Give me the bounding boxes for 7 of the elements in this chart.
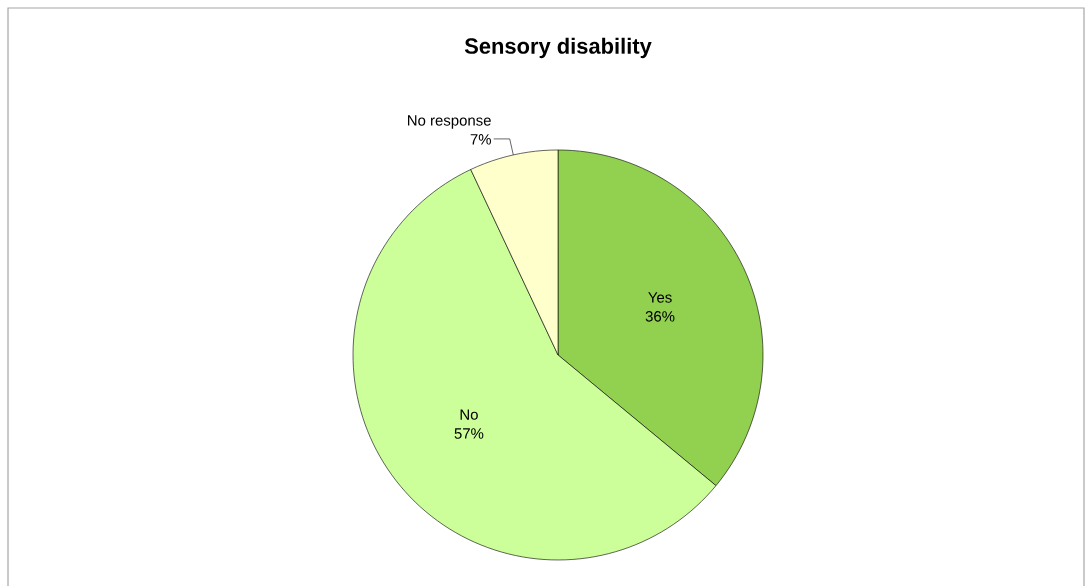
data-label: 57% bbox=[454, 428, 484, 439]
slice-label: No bbox=[460, 409, 478, 420]
chart-title: Sensory disability bbox=[464, 37, 652, 59]
data-label: 36% bbox=[645, 311, 675, 322]
slice-label: Yes bbox=[648, 292, 672, 303]
data-label: 7% bbox=[470, 134, 491, 145]
slice-label: No response bbox=[408, 115, 491, 129]
